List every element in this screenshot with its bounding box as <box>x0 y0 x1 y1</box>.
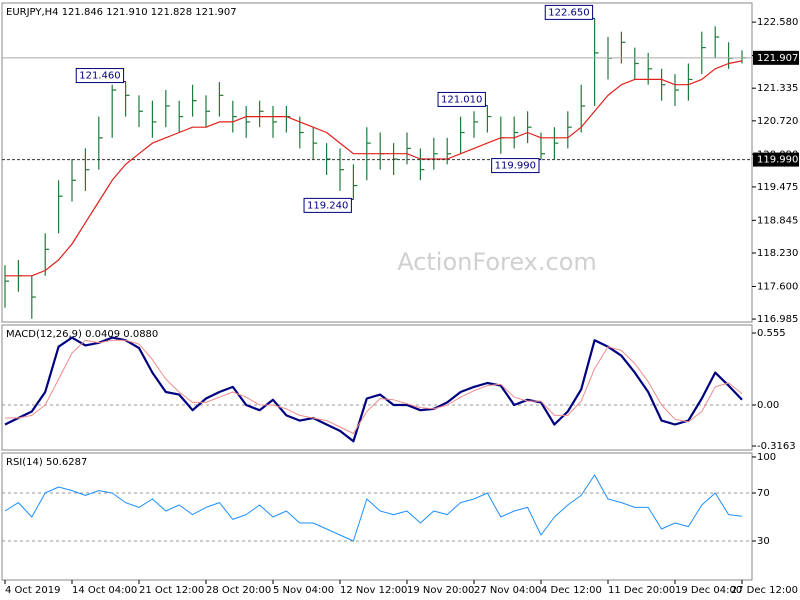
y-tick-label: 118.845 <box>757 215 798 226</box>
panel-frame <box>1 2 753 323</box>
y-tick-label: 120.720 <box>757 116 798 127</box>
y-tick-label: 121.335 <box>757 83 798 94</box>
annotation-label: 119.240 <box>307 200 348 211</box>
price-label: 121.907 <box>757 53 798 64</box>
x-tick-label: 4 Dec 12:00 <box>541 585 602 596</box>
y-tick-label: 117.600 <box>757 281 798 292</box>
y-tick-label: 0.00 <box>757 400 779 411</box>
panel-title: MACD(12,26,9) 0.0409 0.0880 <box>6 329 158 340</box>
x-tick-label: 14 Oct 04:00 <box>72 585 137 596</box>
annotation-box <box>544 4 594 20</box>
annotation-label: 121.010 <box>441 94 482 105</box>
y-tick-label: 100 <box>757 452 776 463</box>
y-tick-label: 122.580 <box>757 17 798 28</box>
watermark: ActionForex.com <box>397 248 597 276</box>
x-tick-label: 11 Dec 20:00 <box>608 585 675 596</box>
panel-frame <box>1 452 753 581</box>
price-label-box <box>753 50 799 65</box>
x-tick-label: 4 Oct 2019 <box>5 585 60 596</box>
y-tick-label: 118.230 <box>757 248 798 259</box>
x-tick-label: 19 Dec 04:00 <box>675 585 742 596</box>
annotation-box <box>75 68 125 84</box>
x-tick-label: 19 Nov 20:00 <box>407 585 474 596</box>
x-tick-label: 21 Oct 12:00 <box>139 585 204 596</box>
y-tick-label: 70 <box>757 488 770 499</box>
annotation-box <box>437 91 486 107</box>
indicator-line <box>4 474 743 542</box>
x-tick-label: 5 Nov 04:00 <box>273 585 334 596</box>
annotation-box <box>491 158 540 174</box>
panel-title: EURJPY,H4 121.846 121.910 121.828 121.90… <box>6 7 237 18</box>
indicator-line <box>5 339 743 434</box>
moving-average <box>5 60 743 277</box>
y-tick-label: 0.555 <box>757 328 786 339</box>
price-label: 119.990 <box>757 155 798 166</box>
indicator-line <box>4 336 743 443</box>
panel-title: RSI(14) 50.6287 <box>6 457 87 468</box>
x-tick-label: 12 Nov 12:00 <box>340 585 407 596</box>
annotation-box <box>303 197 352 213</box>
y-tick-label: 116.985 <box>757 314 798 325</box>
y-tick-label: -0.3163 <box>757 441 796 452</box>
annotation-label: 121.460 <box>79 71 120 82</box>
y-tick-label: 119.475 <box>757 182 798 193</box>
annotation-label: 122.650 <box>548 7 589 18</box>
x-tick-label: 28 Oct 20:00 <box>206 585 271 596</box>
x-tick-label: 27 Nov 04:00 <box>474 585 541 596</box>
x-tick-label: 27 Dec 12:00 <box>731 585 798 596</box>
y-tick-label: 30 <box>757 536 770 547</box>
price-label-box <box>753 152 799 167</box>
annotation-label: 119.990 <box>495 161 536 172</box>
panel-frame <box>1 324 753 451</box>
